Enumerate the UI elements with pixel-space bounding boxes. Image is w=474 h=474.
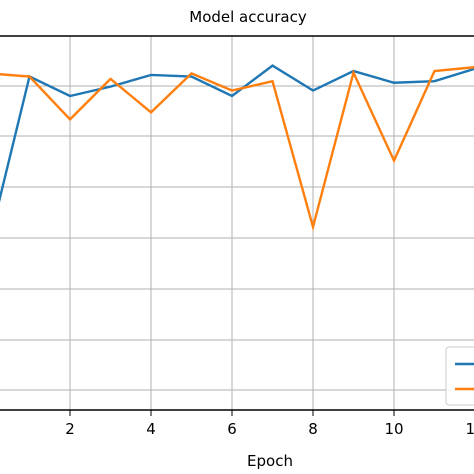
- series-line-1: [0, 64, 474, 203]
- x-tick-label: 10: [384, 420, 403, 438]
- chart-title: Model accuracy: [189, 8, 307, 26]
- x-axis-label: Epoch: [247, 452, 293, 470]
- x-tick-label: 6: [227, 420, 237, 438]
- x-tick-label: 4: [146, 420, 156, 438]
- plot-frame: [0, 35, 474, 411]
- x-axis-ticks: 2 4 6 8 10 12: [65, 410, 474, 438]
- x-tick-label: 8: [308, 420, 318, 438]
- x-tick-label: 2: [65, 420, 75, 438]
- series-line-2: [0, 66, 474, 232]
- legend-box: [445, 346, 474, 406]
- series-lines: [0, 64, 474, 232]
- grid-lines: [0, 36, 474, 410]
- legend: [445, 346, 474, 406]
- x-tick-label: 12: [465, 420, 474, 438]
